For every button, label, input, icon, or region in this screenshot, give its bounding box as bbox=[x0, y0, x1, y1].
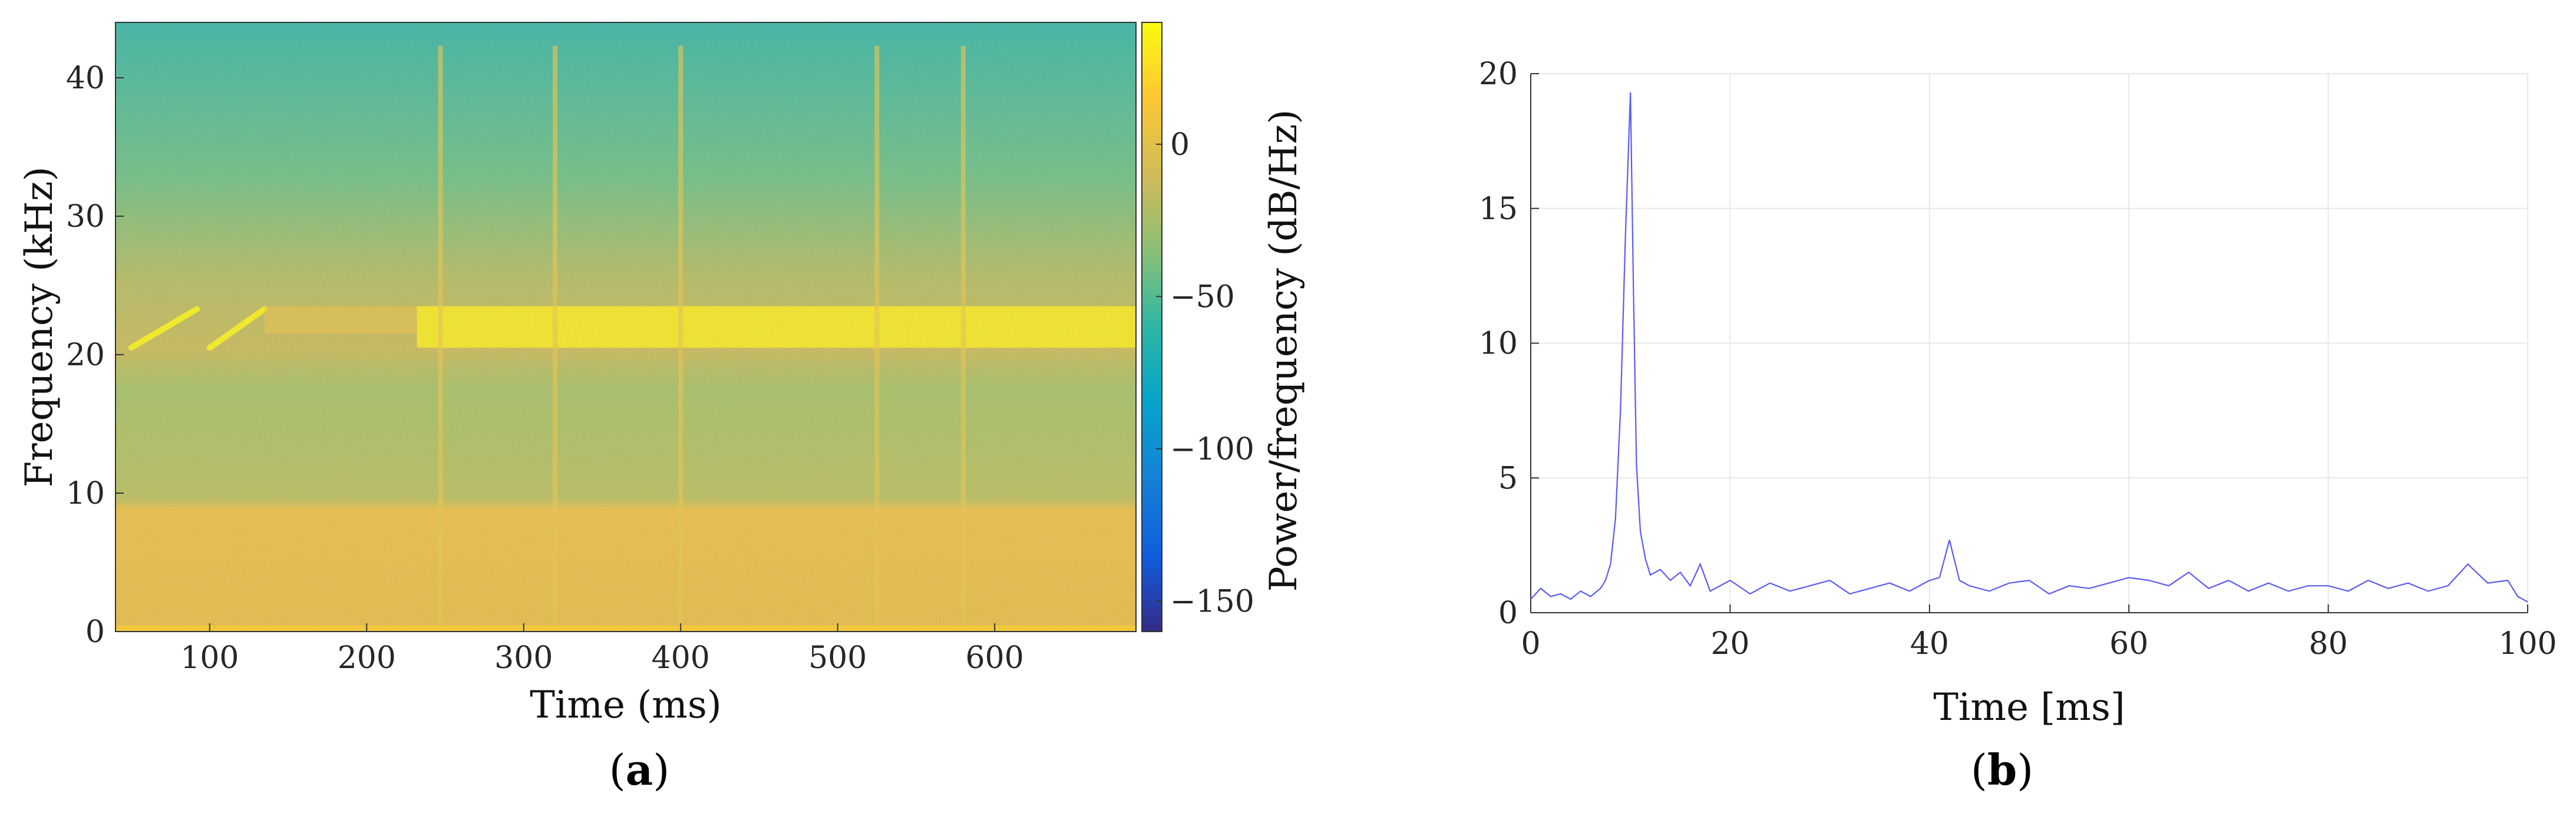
x-tick-label: 600 bbox=[966, 640, 1024, 676]
x-tick-label: 500 bbox=[808, 640, 867, 676]
x-tick-label: 40 bbox=[1910, 626, 1949, 662]
line-plot-grid bbox=[1531, 73, 2528, 613]
y-tick-label: 0 bbox=[85, 614, 105, 650]
y-tick-label: 10 bbox=[1479, 326, 1518, 362]
line-plot-y-ticks: 0 5 10 15 20 bbox=[1479, 57, 1539, 631]
y-tick-label: 5 bbox=[1498, 461, 1518, 496]
spectrogram-frame bbox=[115, 22, 1137, 632]
y-tick-label: 0 bbox=[1498, 596, 1518, 631]
y-tick-label: 40 bbox=[66, 61, 105, 96]
y-tick-label: 10 bbox=[66, 476, 105, 511]
spectrogram-panel: 100 200 300 400 500 600 0 10 20 30 40 Time (ms) F… bbox=[18, 22, 1306, 795]
x-tick-label: 300 bbox=[494, 640, 553, 676]
colorbar-tick-label: −150 bbox=[1170, 584, 1254, 619]
series-line bbox=[1530, 92, 2528, 603]
time-series-panel: 0 20 40 60 80 100 0 5 10 15 20 Time [ms] (b) bbox=[1479, 57, 2557, 795]
x-tick-label: 400 bbox=[652, 640, 710, 676]
x-tick-label: 200 bbox=[338, 640, 396, 676]
spectrogram-y-ticks: 0 10 20 30 40 bbox=[66, 61, 124, 650]
x-tick-label: 60 bbox=[2109, 626, 2148, 662]
zero-frequency-edge bbox=[115, 626, 1136, 632]
y-tick-label: 30 bbox=[66, 199, 105, 234]
y-tick-label: 20 bbox=[1479, 57, 1518, 92]
x-tick-label: 0 bbox=[1521, 626, 1540, 662]
spectrogram-x-axis-label: Time (ms) bbox=[530, 683, 722, 727]
colorbar-tick-label: −50 bbox=[1170, 279, 1235, 315]
colorbar-label: Power/frequency (dB/Hz) bbox=[1262, 110, 1306, 592]
panel-a-label: (a) bbox=[609, 745, 670, 795]
x-tick-label: 20 bbox=[1710, 626, 1749, 662]
y-tick-label: 15 bbox=[1479, 191, 1518, 227]
colorbar-tick-label: 0 bbox=[1170, 127, 1190, 163]
x-tick-label: 80 bbox=[2309, 626, 2348, 662]
spectrogram-image bbox=[115, 22, 1136, 632]
spectrogram-x-ticks: 100 200 300 400 500 600 bbox=[180, 623, 1024, 676]
line-plot-x-axis-label: Time [ms] bbox=[1933, 686, 2125, 729]
x-tick-label: 100 bbox=[180, 640, 239, 676]
spectrogram-y-axis-label: Frequency (kHz) bbox=[18, 167, 61, 488]
line-plot-x-ticks: 0 20 40 60 80 100 bbox=[1521, 604, 2557, 662]
colorbar bbox=[1141, 22, 1162, 632]
colorbar-tick-label: −100 bbox=[1170, 432, 1254, 467]
panel-b-label: (b) bbox=[1971, 745, 2034, 795]
noise-texture bbox=[115, 22, 1136, 632]
x-tick-label: 100 bbox=[2498, 626, 2557, 662]
colorbar-ticks: 0 −50 −100 −150 bbox=[1156, 127, 1254, 619]
y-tick-label: 20 bbox=[66, 338, 105, 373]
